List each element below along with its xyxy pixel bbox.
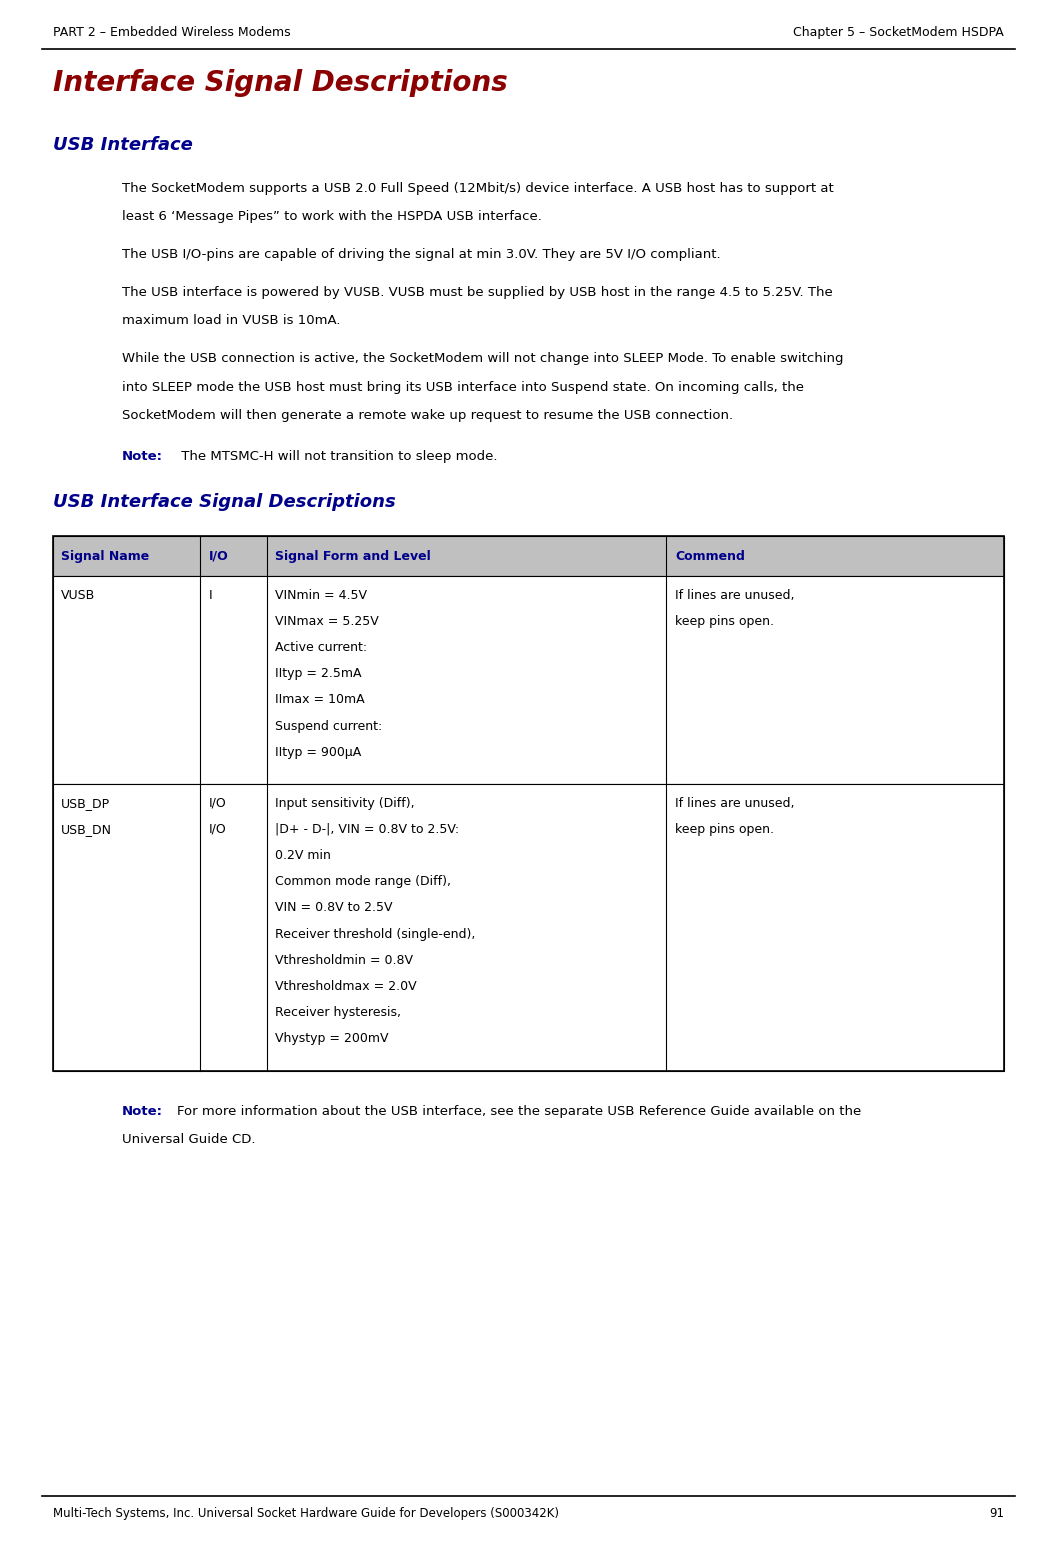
Text: VUSB: VUSB (61, 589, 95, 601)
Text: I/O: I/O (209, 797, 226, 809)
Text: keep pins open.: keep pins open. (674, 823, 774, 835)
Text: keep pins open.: keep pins open. (674, 615, 774, 627)
Text: VINmin = 4.5V: VINmin = 4.5V (275, 589, 368, 601)
Text: Multi-Tech Systems, Inc. Universal Socket Hardware Guide for Developers (S000342: Multi-Tech Systems, Inc. Universal Socke… (53, 1507, 559, 1519)
Text: I/O: I/O (209, 550, 228, 562)
Text: I: I (209, 589, 212, 601)
Text: IItyp = 900μA: IItyp = 900μA (275, 746, 361, 758)
Text: Active current:: Active current: (275, 641, 368, 653)
Bar (53, 536, 1004, 1071)
Text: If lines are unused,: If lines are unused, (674, 797, 795, 809)
Text: Vthresholdmin = 0.8V: Vthresholdmin = 0.8V (275, 954, 413, 966)
Text: The USB I/O-pins are capable of driving the signal at min 3.0V. They are 5V I/O : The USB I/O-pins are capable of driving … (122, 248, 720, 260)
Text: Universal Guide CD.: Universal Guide CD. (122, 1133, 255, 1147)
Text: Receiver threshold (single-end),: Receiver threshold (single-end), (275, 928, 476, 940)
Text: Common mode range (Diff),: Common mode range (Diff), (275, 875, 451, 888)
Text: Commend: Commend (674, 550, 745, 562)
Text: Input sensitivity (Diff),: Input sensitivity (Diff), (275, 797, 415, 809)
Text: SocketModem will then generate a remote wake up request to resume the USB connec: SocketModem will then generate a remote … (122, 408, 733, 422)
Text: USB Interface Signal Descriptions: USB Interface Signal Descriptions (53, 493, 395, 512)
Text: Signal Name: Signal Name (61, 550, 149, 562)
Text: into SLEEP mode the USB host must bring its USB interface into Suspend state. On: into SLEEP mode the USB host must bring … (122, 381, 803, 393)
Text: The SocketModem supports a USB 2.0 Full Speed (12Mbit/s) device interface. A USB: The SocketModem supports a USB 2.0 Full … (122, 182, 833, 194)
Bar (53, 576, 1004, 784)
Text: Interface Signal Descriptions: Interface Signal Descriptions (53, 69, 507, 97)
Text: For more information about the USB interface, see the separate USB Reference Gui: For more information about the USB inter… (177, 1105, 860, 1117)
Text: USB_DN: USB_DN (61, 823, 112, 835)
Text: The USB interface is powered by VUSB. VUSB must be supplied by USB host in the r: The USB interface is powered by VUSB. VU… (122, 287, 832, 299)
Text: If lines are unused,: If lines are unused, (674, 589, 795, 601)
Text: maximum load in VUSB is 10mA.: maximum load in VUSB is 10mA. (122, 314, 340, 327)
Text: VINmax = 5.25V: VINmax = 5.25V (275, 615, 379, 627)
Text: IImax = 10mA: IImax = 10mA (275, 693, 365, 706)
Text: PART 2 – Embedded Wireless Modems: PART 2 – Embedded Wireless Modems (53, 26, 291, 39)
Text: Signal Form and Level: Signal Form and Level (275, 550, 431, 562)
Text: USB_DP: USB_DP (61, 797, 110, 809)
Text: While the USB connection is active, the SocketModem will not change into SLEEP M: While the USB connection is active, the … (122, 351, 843, 365)
Text: IItyp = 2.5mA: IItyp = 2.5mA (275, 667, 361, 680)
Text: Receiver hysteresis,: Receiver hysteresis, (275, 1006, 402, 1019)
Text: least 6 ‘Message Pipes” to work with the HSPDA USB interface.: least 6 ‘Message Pipes” to work with the… (122, 211, 541, 223)
Text: Vhystyp = 200mV: Vhystyp = 200mV (275, 1032, 389, 1045)
Text: VIN = 0.8V to 2.5V: VIN = 0.8V to 2.5V (275, 901, 393, 914)
Bar (53, 784, 1004, 1071)
Text: Suspend current:: Suspend current: (275, 720, 383, 732)
Text: |D+ - D-|, VIN = 0.8V to 2.5V:: |D+ - D-|, VIN = 0.8V to 2.5V: (275, 823, 460, 835)
Bar (53, 536, 1004, 576)
Text: USB Interface: USB Interface (53, 136, 192, 154)
Text: 91: 91 (989, 1507, 1004, 1519)
Text: I/O: I/O (209, 823, 226, 835)
Text: Vthresholdmax = 2.0V: Vthresholdmax = 2.0V (275, 980, 416, 992)
Text: Chapter 5 – SocketModem HSDPA: Chapter 5 – SocketModem HSDPA (794, 26, 1004, 39)
Text: Note:: Note: (122, 450, 163, 462)
Text: Note:: Note: (122, 1105, 163, 1117)
Text: 0.2V min: 0.2V min (275, 849, 331, 861)
Text: The MTSMC-H will not transition to sleep mode.: The MTSMC-H will not transition to sleep… (177, 450, 497, 462)
